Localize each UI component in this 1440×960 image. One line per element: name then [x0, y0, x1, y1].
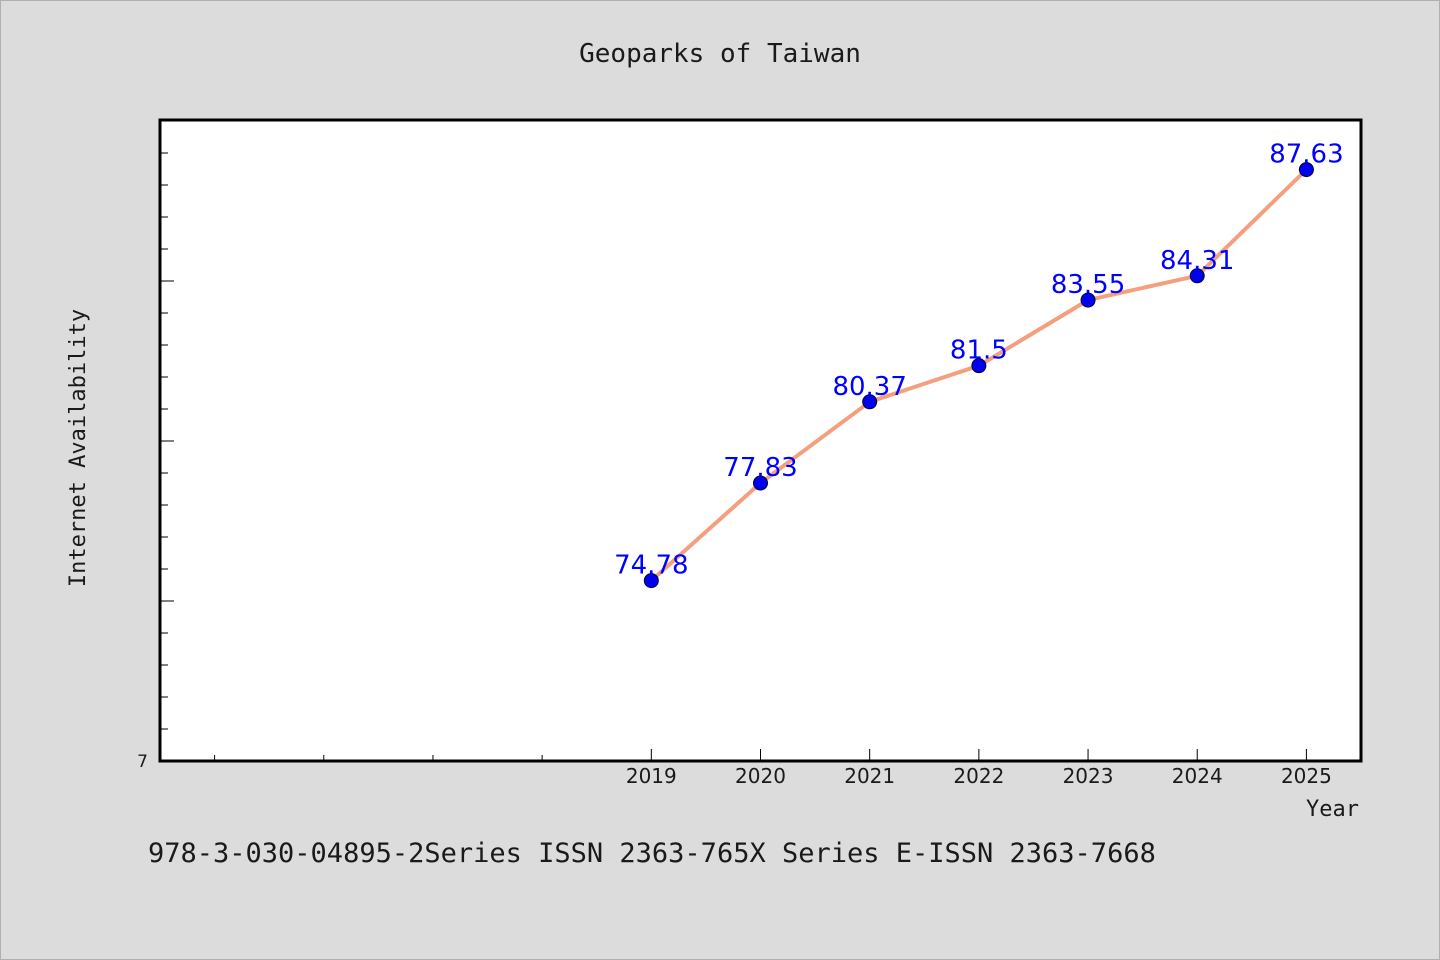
data-label: 77.83: [723, 453, 797, 483]
data-label: 84.31: [1160, 246, 1234, 276]
y-tick-label: 7: [137, 752, 148, 772]
data-point: [971, 358, 987, 374]
x-axis-label: Year: [1306, 797, 1359, 822]
data-label: 81.5: [950, 336, 1008, 366]
data-point: [643, 573, 659, 589]
x-tick-label: 2024: [1172, 764, 1223, 788]
data-point: [862, 394, 878, 410]
x-tick-label: 2019: [626, 764, 677, 788]
y-axis-ticks: [160, 152, 174, 730]
x-tick-label: 2022: [953, 764, 1004, 788]
data-point: [1189, 268, 1205, 284]
x-tick-label: 2025: [1281, 764, 1332, 788]
data-label: 74.78: [614, 551, 688, 581]
footer-isbn-text: 978-3-030-04895-2Series ISSN 2363-765X S…: [148, 838, 1156, 869]
data-point: [753, 475, 768, 491]
data-label: 87.63: [1269, 140, 1343, 170]
x-axis-tick-labels: 2019 2020 2021 2022 2023 2024 2025: [626, 764, 1332, 788]
data-labels: 74.78 77.83 80.37 81.5 83.55 84.31 87.63: [614, 140, 1344, 581]
plot-area: [158, 118, 1363, 763]
x-tick-label: 2023: [1063, 764, 1114, 788]
x-tick-label: 2020: [735, 764, 786, 788]
data-label: 80.37: [832, 372, 906, 402]
data-label: 83.55: [1051, 270, 1125, 300]
data-markers: [643, 162, 1314, 589]
y-axis-label: Internet Availability: [66, 309, 91, 587]
x-tick-label: 2021: [844, 764, 895, 788]
x-axis-ticks: [214, 749, 1307, 761]
chart-title: Geoparks of Taiwan: [579, 39, 861, 69]
data-point: [1298, 162, 1314, 178]
data-point: [1080, 292, 1096, 308]
